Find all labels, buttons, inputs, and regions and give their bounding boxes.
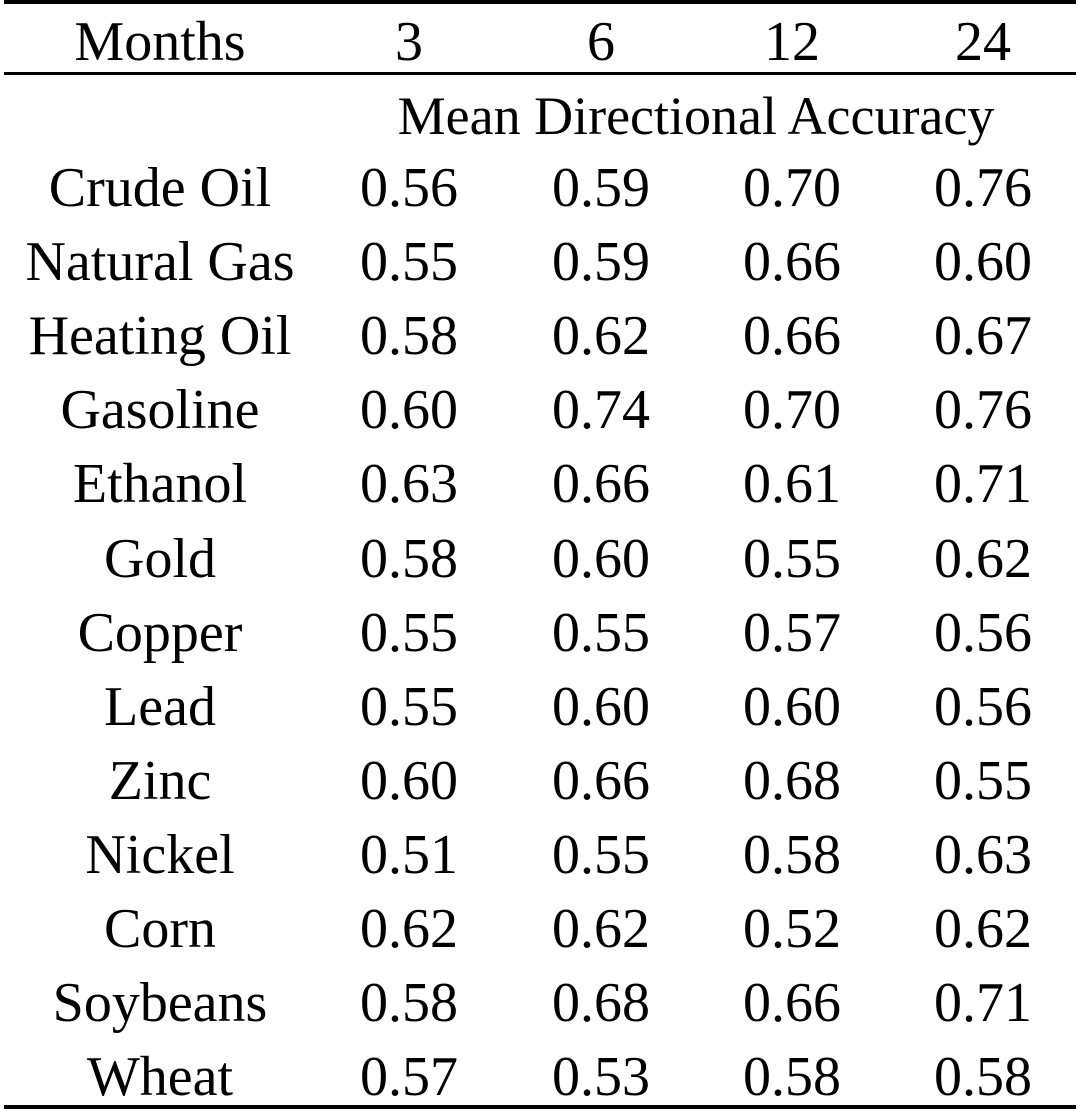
table-cell: 0.58 (360, 972, 458, 1034)
table-cell: 0.71 (934, 453, 1032, 515)
table-cell: 0.67 (934, 305, 1032, 367)
row-label: Lead (104, 676, 216, 738)
table-cell: 0.62 (360, 898, 458, 960)
table-cell: 0.71 (934, 972, 1032, 1034)
row-label: Soybeans (52, 972, 268, 1034)
table-cell: 0.55 (360, 676, 458, 738)
header-months-label: Months (74, 11, 246, 73)
table-cell: 0.53 (552, 1046, 650, 1108)
table-cell: 0.62 (552, 898, 650, 960)
table-cell: 0.56 (360, 157, 458, 219)
table-cell: 0.55 (552, 824, 650, 886)
table-cell: 0.66 (743, 231, 841, 293)
row-label: Heating Oil (28, 305, 292, 367)
row-label: Zinc (108, 750, 212, 812)
row-label: Corn (104, 898, 216, 960)
table-cell: 0.56 (934, 676, 1032, 738)
table-cell: 0.68 (743, 750, 841, 812)
table-cell: 0.70 (743, 379, 841, 441)
table-cell: 0.55 (552, 602, 650, 664)
table-cell: 0.58 (743, 1046, 841, 1108)
table-cell: 0.62 (552, 305, 650, 367)
table-cell: 0.68 (552, 972, 650, 1034)
table-cell: 0.60 (552, 528, 650, 590)
table-cell: 0.63 (934, 824, 1032, 886)
table-cell: 0.52 (743, 898, 841, 960)
header-col-24: 24 (955, 11, 1011, 73)
row-label: Crude Oil (48, 157, 272, 219)
section-subheader: Mean Directional Accuracy (397, 86, 995, 146)
table-cell: 0.66 (552, 750, 650, 812)
bottom-rule (4, 1105, 1076, 1109)
table-cell: 0.61 (743, 453, 841, 515)
header-rule (4, 72, 1076, 75)
table-cell: 0.60 (743, 676, 841, 738)
table-cell: 0.55 (360, 231, 458, 293)
table-cell: 0.58 (743, 824, 841, 886)
table-cell: 0.51 (360, 824, 458, 886)
table-cell: 0.66 (552, 453, 650, 515)
top-rule (4, 0, 1076, 4)
row-label: Wheat (86, 1046, 234, 1108)
header-col-12: 12 (764, 11, 820, 73)
table-cell: 0.60 (552, 676, 650, 738)
table-cell: 0.76 (934, 157, 1032, 219)
table-cell: 0.55 (360, 602, 458, 664)
table-cell: 0.74 (552, 379, 650, 441)
header-col-6: 6 (587, 11, 615, 73)
table-cell: 0.58 (360, 305, 458, 367)
table-cell: 0.60 (360, 379, 458, 441)
table-cell: 0.66 (743, 305, 841, 367)
table-cell: 0.62 (934, 898, 1032, 960)
table-cell: 0.66 (743, 972, 841, 1034)
row-label: Nickel (85, 824, 235, 886)
table-cell: 0.55 (934, 750, 1032, 812)
table-cell: 0.58 (360, 528, 458, 590)
header-col-3: 3 (395, 11, 423, 73)
table-cell: 0.76 (934, 379, 1032, 441)
row-label: Copper (77, 602, 243, 664)
table-cell: 0.57 (360, 1046, 458, 1108)
row-label: Ethanol (72, 453, 248, 515)
table-cell: 0.60 (934, 231, 1032, 293)
table-cell: 0.60 (360, 750, 458, 812)
table-cell: 0.58 (934, 1046, 1032, 1108)
table-cell: 0.70 (743, 157, 841, 219)
row-label: Gasoline (60, 379, 260, 441)
table-cell: 0.63 (360, 453, 458, 515)
table-cell: 0.55 (743, 528, 841, 590)
row-label: Gold (104, 528, 216, 590)
table-cell: 0.62 (934, 528, 1032, 590)
table-cell: 0.56 (934, 602, 1032, 664)
table-cell: 0.59 (552, 231, 650, 293)
table-cell: 0.57 (743, 602, 841, 664)
row-label: Natural Gas (25, 231, 295, 293)
table-cell: 0.59 (552, 157, 650, 219)
